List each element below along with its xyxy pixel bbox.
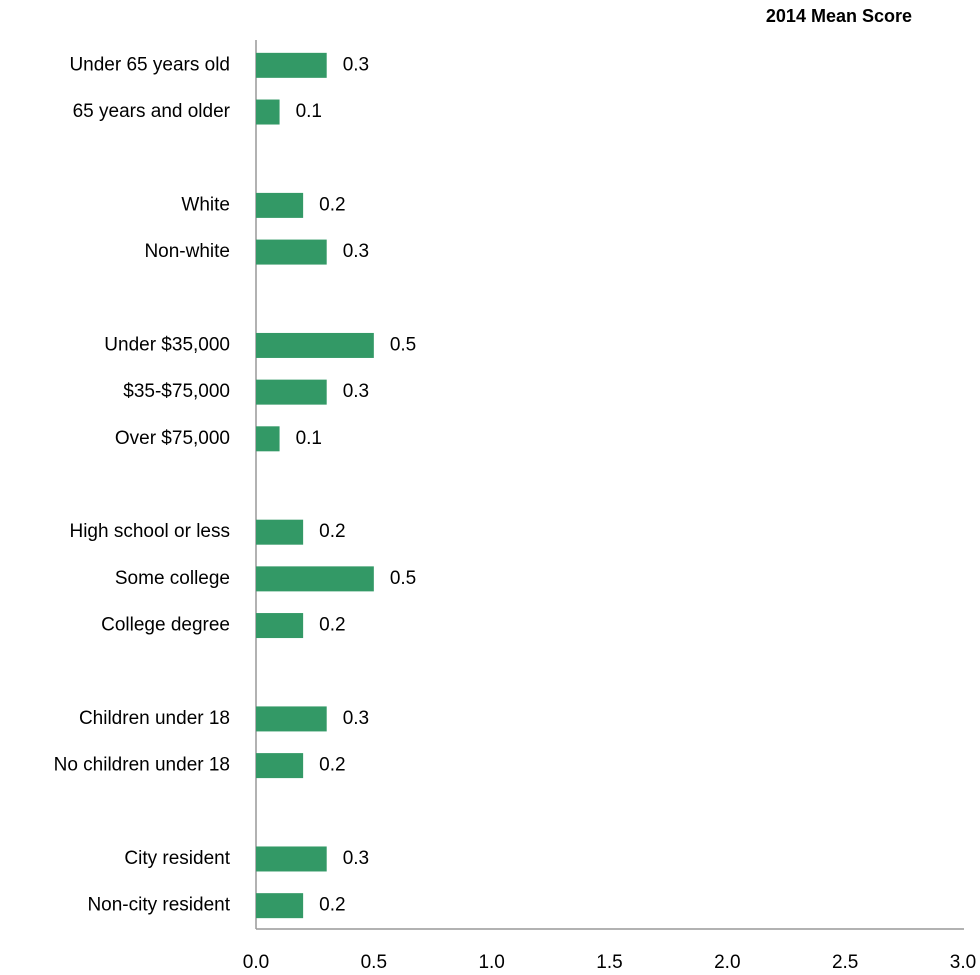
bar xyxy=(256,379,327,405)
x-tick-label: 1.5 xyxy=(596,952,622,973)
bar xyxy=(256,519,304,545)
x-tick-label: 2.0 xyxy=(714,952,740,973)
x-tick-label: 1.0 xyxy=(478,952,504,973)
x-tick-label: 3.0 xyxy=(950,952,976,973)
value-label: 0.1 xyxy=(296,428,322,449)
y-tick-label: $35-$75,000 xyxy=(123,381,230,402)
bar xyxy=(256,846,327,872)
x-tick-label: 0.0 xyxy=(243,952,269,973)
y-tick-label: Non-white xyxy=(144,241,230,262)
value-label: 0.2 xyxy=(319,755,345,776)
value-label: 0.3 xyxy=(343,241,369,262)
value-label: 0.3 xyxy=(343,54,369,75)
value-label: 0.2 xyxy=(319,615,345,636)
value-label: 0.5 xyxy=(390,334,416,355)
value-label: 0.3 xyxy=(343,708,369,729)
bar xyxy=(256,706,327,732)
chart-title: 2014 Mean Score xyxy=(766,6,912,26)
bar xyxy=(256,613,304,639)
value-label: 0.1 xyxy=(296,101,322,122)
bar xyxy=(256,192,304,218)
y-tick-label: Under $35,000 xyxy=(104,334,230,355)
y-tick-label: Non-city resident xyxy=(87,895,230,916)
value-label: 0.2 xyxy=(319,895,345,916)
y-tick-label: Children under 18 xyxy=(79,708,230,729)
x-tick-label: 0.5 xyxy=(361,952,387,973)
value-label: 0.2 xyxy=(319,521,345,542)
y-tick-label: Under 65 years old xyxy=(69,54,230,75)
y-tick-label: No children under 18 xyxy=(54,755,230,776)
bar xyxy=(256,753,304,779)
x-tick-label: 2.5 xyxy=(832,952,858,973)
bar xyxy=(256,239,327,265)
y-tick-label: Some college xyxy=(115,568,230,589)
y-tick-label: White xyxy=(181,194,230,215)
bar xyxy=(256,566,374,592)
y-tick-label: City resident xyxy=(124,848,230,869)
value-label: 0.2 xyxy=(319,194,345,215)
value-label: 0.5 xyxy=(390,568,416,589)
y-tick-label: College degree xyxy=(101,615,230,636)
bar xyxy=(256,52,327,78)
bar xyxy=(256,893,304,919)
value-label: 0.3 xyxy=(343,848,369,869)
bar xyxy=(256,426,280,452)
bar xyxy=(256,332,374,358)
bar xyxy=(256,99,280,125)
y-tick-label: High school or less xyxy=(69,521,230,542)
value-label: 0.3 xyxy=(343,381,369,402)
y-tick-label: Over $75,000 xyxy=(115,428,230,449)
y-tick-label: 65 years and older xyxy=(73,101,231,122)
